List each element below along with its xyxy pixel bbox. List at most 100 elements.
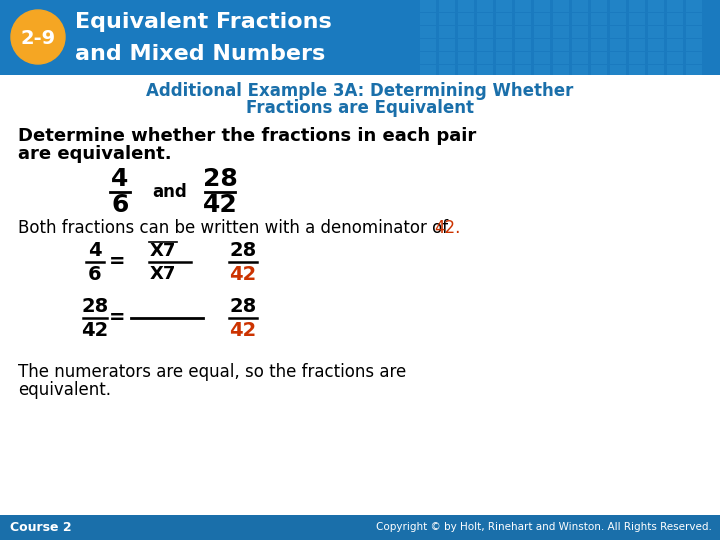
- Bar: [420, 52, 436, 64]
- Text: 42: 42: [81, 321, 109, 340]
- Bar: [629, 65, 645, 75]
- Bar: [515, 65, 531, 75]
- Bar: [0, 515, 720, 540]
- Circle shape: [11, 10, 65, 64]
- Bar: [591, 0, 607, 12]
- Bar: [572, 39, 588, 51]
- Bar: [572, 26, 588, 38]
- Text: 42: 42: [202, 193, 238, 217]
- Text: Fractions are Equivalent: Fractions are Equivalent: [246, 99, 474, 117]
- Bar: [553, 13, 569, 25]
- Bar: [629, 0, 645, 12]
- Text: and: and: [152, 183, 186, 201]
- Bar: [420, 65, 436, 75]
- Text: 28: 28: [202, 167, 238, 191]
- Bar: [610, 52, 626, 64]
- Text: Both fractions can be written with a denominator of: Both fractions can be written with a den…: [18, 219, 454, 237]
- Bar: [496, 65, 512, 75]
- Bar: [648, 13, 664, 25]
- Bar: [648, 0, 664, 12]
- Bar: [572, 65, 588, 75]
- Bar: [420, 13, 436, 25]
- Bar: [458, 52, 474, 64]
- Bar: [0, 0, 720, 75]
- Bar: [591, 39, 607, 51]
- Bar: [648, 52, 664, 64]
- Bar: [534, 65, 550, 75]
- Bar: [515, 13, 531, 25]
- Text: 42: 42: [230, 321, 256, 340]
- Bar: [686, 26, 702, 38]
- Bar: [648, 39, 664, 51]
- Text: 42.: 42.: [434, 219, 460, 237]
- Text: 6: 6: [88, 265, 102, 284]
- Bar: [572, 13, 588, 25]
- Bar: [591, 65, 607, 75]
- Bar: [458, 26, 474, 38]
- Bar: [458, 13, 474, 25]
- Text: 28: 28: [230, 241, 256, 260]
- Bar: [667, 13, 683, 25]
- Bar: [420, 39, 436, 51]
- Bar: [686, 52, 702, 64]
- Text: 6: 6: [112, 193, 129, 217]
- Bar: [439, 65, 455, 75]
- Bar: [667, 26, 683, 38]
- Bar: [553, 52, 569, 64]
- Text: 4: 4: [88, 241, 102, 260]
- Text: 42: 42: [230, 265, 256, 284]
- Bar: [591, 13, 607, 25]
- Bar: [420, 26, 436, 38]
- Bar: [458, 65, 474, 75]
- Bar: [496, 0, 512, 12]
- Bar: [572, 0, 588, 12]
- Bar: [610, 39, 626, 51]
- Text: are equivalent.: are equivalent.: [18, 145, 171, 163]
- Bar: [515, 26, 531, 38]
- Bar: [439, 39, 455, 51]
- Text: 28: 28: [81, 298, 109, 316]
- Bar: [591, 52, 607, 64]
- Bar: [629, 39, 645, 51]
- Bar: [572, 52, 588, 64]
- Bar: [534, 13, 550, 25]
- Bar: [458, 39, 474, 51]
- Bar: [496, 52, 512, 64]
- Text: Equivalent Fractions: Equivalent Fractions: [75, 12, 332, 32]
- Text: 2-9: 2-9: [20, 29, 55, 48]
- Bar: [553, 26, 569, 38]
- Bar: [458, 0, 474, 12]
- Bar: [610, 65, 626, 75]
- Bar: [515, 39, 531, 51]
- Bar: [610, 0, 626, 12]
- Bar: [534, 52, 550, 64]
- Text: Determine whether the fractions in each pair: Determine whether the fractions in each …: [18, 127, 476, 145]
- Bar: [667, 52, 683, 64]
- Bar: [420, 0, 436, 12]
- Bar: [439, 0, 455, 12]
- Bar: [496, 26, 512, 38]
- Bar: [553, 0, 569, 12]
- Bar: [686, 65, 702, 75]
- Bar: [591, 26, 607, 38]
- Bar: [439, 52, 455, 64]
- Text: Copyright © by Holt, Rinehart and Winston. All Rights Reserved.: Copyright © by Holt, Rinehart and Winsto…: [376, 523, 712, 532]
- Bar: [439, 13, 455, 25]
- Bar: [629, 52, 645, 64]
- Bar: [629, 26, 645, 38]
- Bar: [648, 26, 664, 38]
- Bar: [534, 26, 550, 38]
- Bar: [477, 0, 493, 12]
- Bar: [515, 0, 531, 12]
- Bar: [648, 65, 664, 75]
- Text: =: =: [109, 308, 125, 327]
- Bar: [534, 39, 550, 51]
- Bar: [477, 39, 493, 51]
- Text: and Mixed Numbers: and Mixed Numbers: [75, 44, 325, 64]
- Text: Additional Example 3A: Determining Whether: Additional Example 3A: Determining Wheth…: [146, 82, 574, 100]
- Text: The numerators are equal, so the fractions are: The numerators are equal, so the fractio…: [18, 363, 406, 381]
- Text: equivalent.: equivalent.: [18, 381, 111, 399]
- Bar: [477, 65, 493, 75]
- Text: Course 2: Course 2: [10, 521, 71, 534]
- Bar: [629, 13, 645, 25]
